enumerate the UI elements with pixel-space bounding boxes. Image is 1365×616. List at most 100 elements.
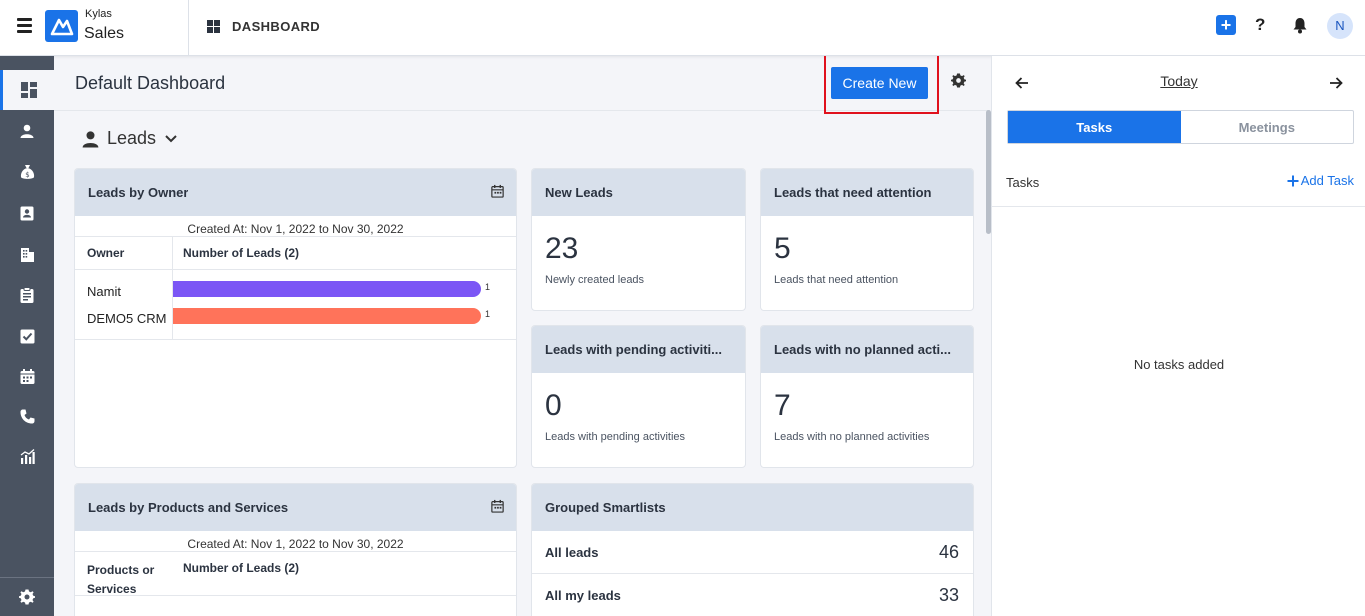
- person-icon: [20, 124, 34, 138]
- card-title: Leads by Owner: [88, 185, 189, 200]
- column-divider: [172, 270, 173, 339]
- card-header: Leads by Owner: [75, 169, 516, 216]
- add-task-button[interactable]: Add Task: [1287, 173, 1354, 188]
- brand-name-bottom: Sales: [84, 25, 125, 42]
- sidebar-item-meetings[interactable]: [0, 356, 54, 396]
- metric-value: 23: [545, 232, 579, 265]
- today-link[interactable]: Today: [1160, 73, 1198, 89]
- bar-value: 1: [485, 309, 491, 319]
- leads-by-owner-card: Leads by Owner Created At: Nov 1, 2022 t…: [74, 168, 517, 468]
- table-body: Namit DEMO5 CRM 1 1: [75, 270, 516, 340]
- sidebar-item-contacts[interactable]: [0, 193, 54, 233]
- contact-card-icon: [20, 206, 34, 220]
- smartlist-label: All my leads: [545, 587, 621, 603]
- date-range-text: Created At: Nov 1, 2022 to Nov 30, 2022: [187, 222, 404, 236]
- smartlist-row-all-leads[interactable]: All leads 46: [532, 531, 973, 574]
- dashboard-icon: [20, 82, 37, 98]
- bar-namit[interactable]: [173, 281, 481, 297]
- kylas-logo-icon[interactable]: [45, 10, 78, 42]
- date-range-text: Created At: Nov 1, 2022 to Nov 30, 2022: [187, 537, 404, 551]
- arrow-left-icon[interactable]: [1015, 76, 1029, 95]
- top-bar: Kylas Sales DASHBOARD + ? N: [0, 0, 1365, 56]
- report-chart-icon: [20, 448, 35, 464]
- smartlist-count: 33: [938, 584, 959, 605]
- building-icon: [20, 247, 34, 262]
- svg-text:$: $: [25, 171, 29, 179]
- phone-icon: [20, 409, 34, 423]
- smartlist-count: 46: [938, 541, 959, 562]
- calendar-icon[interactable]: [491, 184, 504, 203]
- sidebar-item-reports[interactable]: [0, 436, 54, 476]
- plus-icon: [1287, 175, 1299, 186]
- right-panel: Today Tasks Meetings Tasks Add Task No t…: [991, 56, 1365, 616]
- sidebar-item-calls[interactable]: [0, 396, 54, 436]
- table-header: Owner Number of Leads (2): [75, 237, 516, 270]
- user-avatar[interactable]: N: [1327, 13, 1353, 39]
- card-header: Leads that need attention: [761, 169, 973, 216]
- dashboard-icon: [207, 20, 220, 33]
- card-header: Grouped Smartlists: [532, 484, 973, 531]
- calendar-icon: [20, 368, 34, 384]
- arrow-right-icon[interactable]: [1329, 76, 1343, 95]
- metric-description: Leads that need attention: [774, 274, 899, 286]
- panel-tabs: Tasks Meetings: [1007, 110, 1354, 144]
- metric-description: Leads with no planned activities: [774, 431, 930, 443]
- smartlist-row-all-my-leads[interactable]: All my leads 33: [532, 574, 973, 616]
- add-task-label: Add Task: [1300, 173, 1354, 188]
- leads-pending-activities-card[interactable]: Leads with pending activiti... 0 Leads w…: [531, 325, 746, 468]
- bar-value: 1: [485, 282, 491, 292]
- leads-by-owner-table: Owner Number of Leads (2) Namit DEMO5 CR…: [75, 236, 516, 340]
- dashboard-settings-gear-icon[interactable]: [951, 73, 966, 93]
- metric-value: 0: [545, 389, 562, 422]
- dashboard-header: Default Dashboard Create New: [54, 56, 990, 114]
- checkbox-icon: [20, 329, 34, 343]
- metric-description: Leads with pending activities: [545, 431, 686, 443]
- card-header: Leads by Products and Services: [75, 484, 516, 531]
- card-title: Leads by Products and Services: [88, 500, 289, 515]
- bar-demo5-crm[interactable]: [173, 308, 481, 324]
- row-label: DEMO5 CRM: [87, 311, 167, 326]
- quick-add-button[interactable]: +: [1216, 15, 1236, 35]
- tab-tasks[interactable]: Tasks: [1008, 111, 1181, 143]
- sidebar-item-quotes[interactable]: [0, 275, 54, 315]
- page-title: Default Dashboard: [75, 73, 226, 93]
- main-scrollbar[interactable]: [986, 110, 991, 234]
- card-header: Leads with no planned acti...: [761, 326, 973, 373]
- tasks-row: Tasks Add Task: [992, 166, 1365, 207]
- create-new-button[interactable]: Create New: [831, 67, 928, 99]
- chevron-down-icon: [165, 134, 177, 142]
- sidebar-item-leads[interactable]: [0, 111, 54, 151]
- grouped-smartlists-card: Grouped Smartlists All leads 46 All my l…: [531, 483, 974, 616]
- metric-value: 5: [774, 232, 791, 265]
- sidebar-item-tasks[interactable]: [0, 316, 54, 356]
- hamburger-menu-icon[interactable]: [17, 18, 32, 33]
- sidebar-item-dashboard[interactable]: [0, 70, 54, 110]
- date-navigator: Today: [992, 73, 1365, 98]
- section-selector[interactable]: Leads: [82, 128, 178, 149]
- money-bag-icon: $: [20, 165, 34, 179]
- column-header-products: Products or Services: [87, 563, 155, 596]
- column-header-count: Number of Leads (2): [183, 246, 300, 260]
- sidebar-item-companies[interactable]: [0, 234, 54, 274]
- card-header: New Leads: [532, 169, 745, 216]
- brand-name-top: Kylas: [85, 8, 112, 20]
- new-leads-card[interactable]: New Leads 23 Newly created leads: [531, 168, 746, 311]
- metric-value: 7: [774, 389, 791, 422]
- leads-by-products-table: Products or Services Number of Leads (2): [75, 551, 516, 596]
- bell-icon[interactable]: [1292, 17, 1308, 39]
- leads-no-planned-activities-card[interactable]: Leads with no planned acti... 7 Leads wi…: [760, 325, 974, 468]
- sidebar-item-deals[interactable]: $: [0, 152, 54, 192]
- highlight-box: [824, 56, 939, 114]
- smartlist-label: All leads: [545, 544, 599, 560]
- card-header: Leads with pending activiti...: [532, 326, 745, 373]
- section-title: DASHBOARD: [232, 19, 321, 34]
- leads-need-attention-card[interactable]: Leads that need attention 5 Leads that n…: [760, 168, 974, 311]
- sidebar-settings[interactable]: [0, 577, 54, 616]
- card-title: Grouped Smartlists: [545, 500, 666, 515]
- metric-description: Newly created leads: [545, 274, 645, 286]
- sidebar: $: [0, 56, 54, 616]
- help-icon[interactable]: ?: [1255, 15, 1266, 34]
- tab-meetings[interactable]: Meetings: [1238, 119, 1295, 135]
- calendar-icon[interactable]: [491, 499, 504, 518]
- tasks-label: Tasks: [1006, 175, 1040, 190]
